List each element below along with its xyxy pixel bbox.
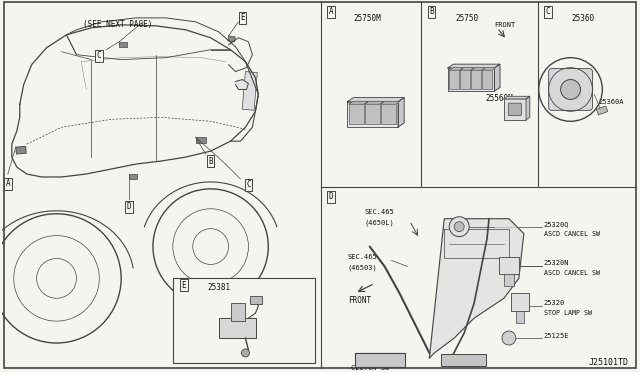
Text: B: B <box>209 157 213 166</box>
Bar <box>119 42 127 47</box>
Polygon shape <box>482 68 496 70</box>
FancyBboxPatch shape <box>516 311 524 323</box>
Text: (4650L): (4650L) <box>365 220 394 226</box>
FancyBboxPatch shape <box>482 70 492 89</box>
Bar <box>250 296 262 304</box>
Bar <box>228 36 236 42</box>
Circle shape <box>502 331 516 345</box>
Polygon shape <box>348 102 398 127</box>
FancyBboxPatch shape <box>504 99 526 120</box>
Polygon shape <box>349 102 368 104</box>
FancyBboxPatch shape <box>504 275 514 286</box>
Bar <box>596 106 608 115</box>
Text: 25360: 25360 <box>572 14 595 23</box>
Bar <box>196 137 205 143</box>
FancyBboxPatch shape <box>499 257 519 275</box>
FancyBboxPatch shape <box>471 70 481 89</box>
Text: 25381: 25381 <box>207 283 230 292</box>
Text: D: D <box>328 192 333 201</box>
FancyBboxPatch shape <box>548 68 593 110</box>
Polygon shape <box>365 102 384 104</box>
Polygon shape <box>429 219 524 358</box>
Polygon shape <box>348 97 404 102</box>
Text: SEC.465: SEC.465 <box>348 254 378 260</box>
Text: 25750M: 25750M <box>354 14 381 23</box>
Text: E: E <box>182 281 186 290</box>
Text: 25560M: 25560M <box>485 94 513 103</box>
Bar <box>442 354 486 366</box>
Circle shape <box>241 349 250 357</box>
Polygon shape <box>448 64 500 68</box>
Polygon shape <box>448 68 494 91</box>
Text: C: C <box>246 180 251 189</box>
Bar <box>16 146 26 154</box>
Polygon shape <box>236 80 248 90</box>
Text: 25125E: 25125E <box>544 333 569 339</box>
Text: 25320U: 25320U <box>357 356 383 362</box>
Text: 25360A: 25360A <box>598 99 624 105</box>
FancyBboxPatch shape <box>449 70 460 89</box>
Circle shape <box>454 222 464 232</box>
FancyBboxPatch shape <box>230 303 245 321</box>
Bar <box>355 353 404 367</box>
Text: 25320N: 25320N <box>544 260 569 266</box>
FancyBboxPatch shape <box>460 70 470 89</box>
Polygon shape <box>471 68 485 70</box>
Text: 25750: 25750 <box>456 14 479 23</box>
Polygon shape <box>504 96 530 99</box>
Text: J25101TD: J25101TD <box>588 358 628 367</box>
Bar <box>129 174 137 179</box>
Text: C: C <box>545 7 550 16</box>
Text: D: D <box>127 202 131 211</box>
Text: CLUTCH SW: CLUTCH SW <box>351 365 389 371</box>
Polygon shape <box>381 102 399 104</box>
Text: FRONT: FRONT <box>494 22 515 28</box>
Text: 25320Q: 25320Q <box>544 221 569 227</box>
Text: SEC.465: SEC.465 <box>365 209 394 215</box>
Text: (46503): (46503) <box>348 264 378 271</box>
FancyBboxPatch shape <box>365 104 380 125</box>
Polygon shape <box>494 64 500 91</box>
Text: FRONT: FRONT <box>348 296 371 305</box>
Polygon shape <box>526 96 530 120</box>
Text: ASCD CANCEL SW: ASCD CANCEL SW <box>544 231 600 237</box>
Text: B: B <box>429 7 434 16</box>
Text: 25320: 25320 <box>544 300 565 306</box>
FancyBboxPatch shape <box>381 104 396 125</box>
Circle shape <box>449 217 469 237</box>
Polygon shape <box>449 68 463 70</box>
FancyBboxPatch shape <box>219 318 257 338</box>
Text: E: E <box>240 13 244 22</box>
Circle shape <box>561 80 580 99</box>
FancyBboxPatch shape <box>508 103 522 116</box>
FancyBboxPatch shape <box>349 104 364 125</box>
Polygon shape <box>398 97 404 127</box>
Text: ASCD CANCEL SW: ASCD CANCEL SW <box>544 270 600 276</box>
Text: A: A <box>6 179 10 189</box>
Text: STOP LAMP SW: STOP LAMP SW <box>544 310 592 316</box>
FancyBboxPatch shape <box>511 293 529 311</box>
Polygon shape <box>460 68 474 70</box>
Text: A: A <box>328 7 333 16</box>
Bar <box>242 71 257 110</box>
Text: C: C <box>97 51 102 60</box>
Text: (SEE NEXT PAGE): (SEE NEXT PAGE) <box>83 20 153 29</box>
Bar <box>173 278 315 363</box>
